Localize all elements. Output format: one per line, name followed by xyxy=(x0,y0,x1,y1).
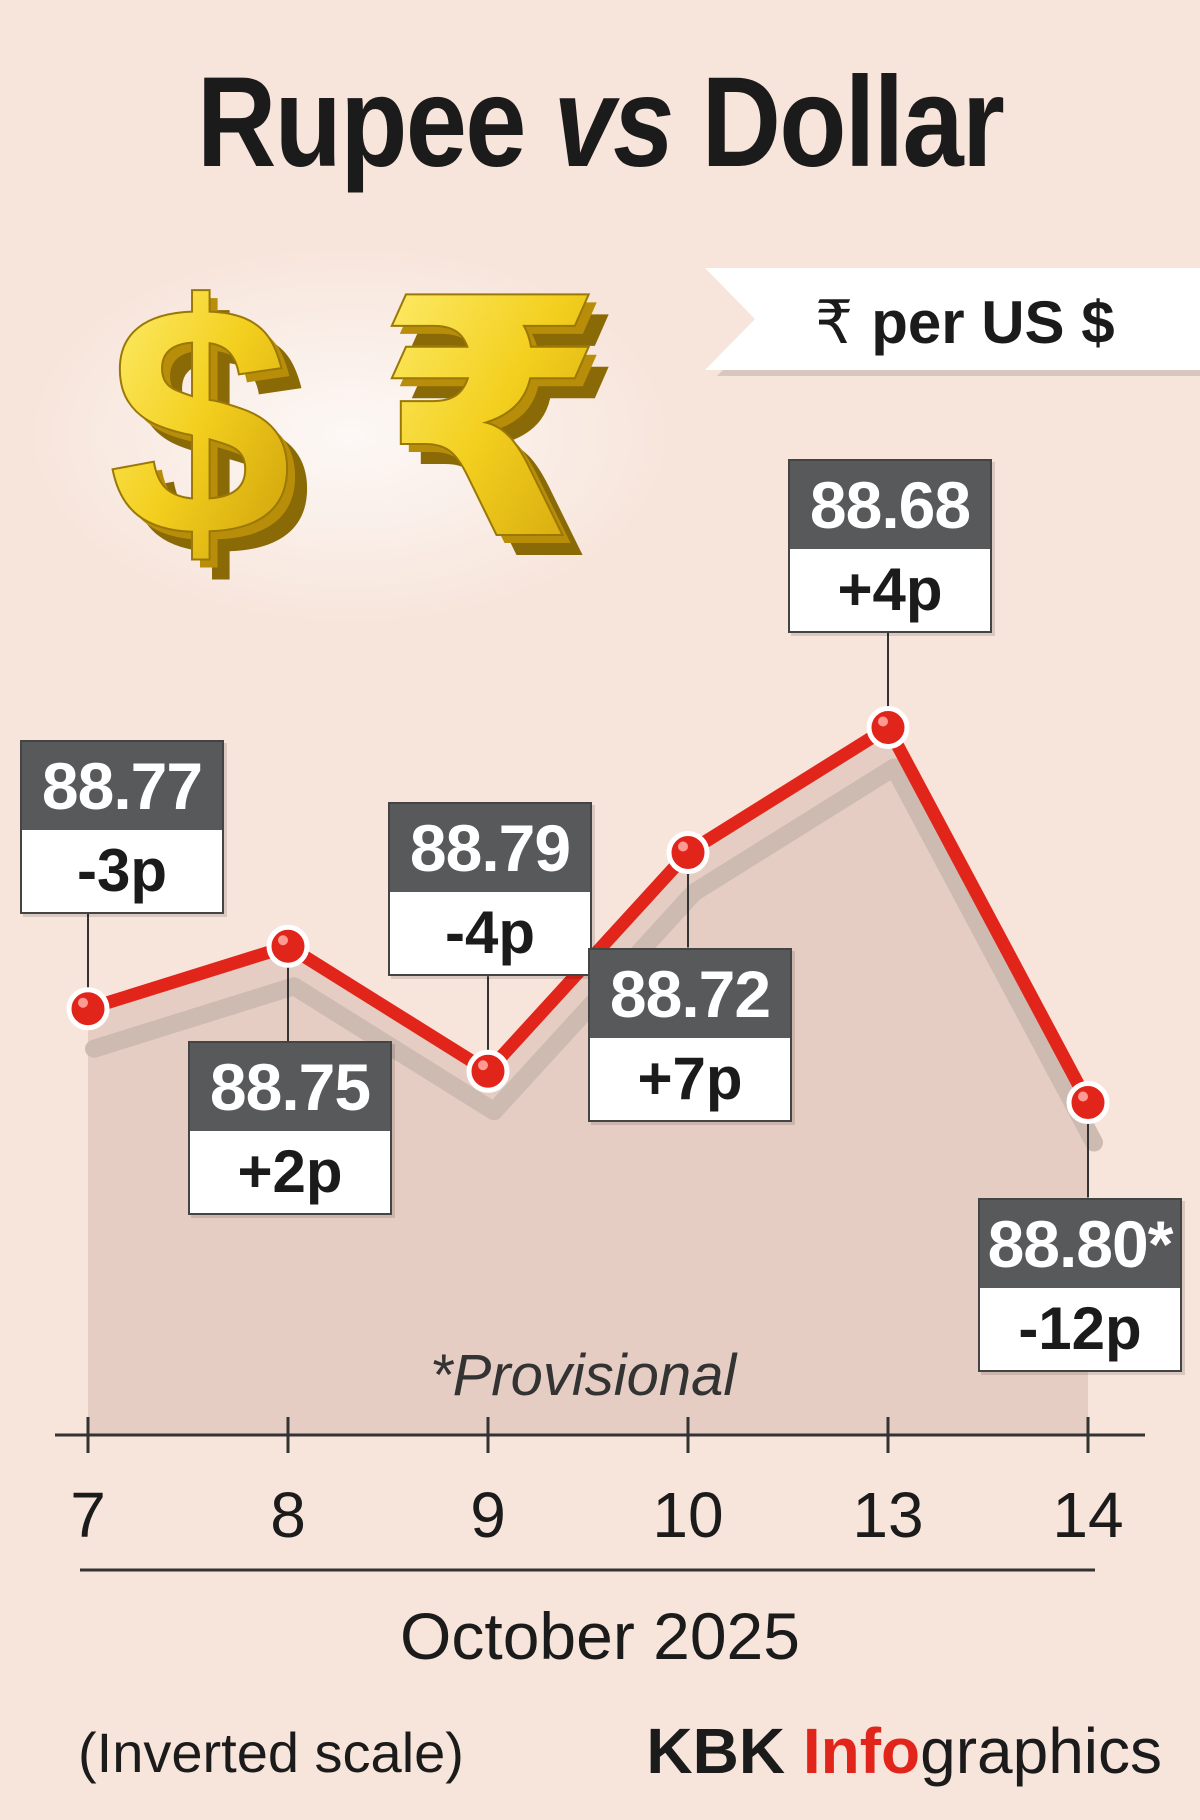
value-label-rate: 88.75 xyxy=(190,1043,390,1132)
value-label: 88.77 -3p xyxy=(20,739,224,914)
svg-text:₹: ₹ xyxy=(375,229,605,613)
currency-icons: $ $ $ ₹ ₹ ₹ xyxy=(10,225,710,635)
x-tick-label: 10 xyxy=(652,1479,724,1551)
svg-text:$: $ xyxy=(108,236,292,605)
data-point xyxy=(866,706,910,749)
rupee-sign-3d-icon: ₹ ₹ ₹ xyxy=(374,228,625,633)
unit-label: ₹ per US $ xyxy=(815,268,1195,378)
brand-part-kbk: KBK xyxy=(646,1715,786,1787)
value-label-rate: 88.68 xyxy=(790,460,990,549)
data-points xyxy=(66,706,1110,1124)
rupee-symbol: ₹ xyxy=(815,289,854,356)
value-label-change: -4p xyxy=(390,892,590,975)
unit-text: per US $ xyxy=(871,289,1115,356)
data-point-highlight xyxy=(1078,1091,1088,1102)
value-label: 88.80* -12p xyxy=(978,1197,1182,1372)
inverted-scale-note: (Inverted scale) xyxy=(78,1721,464,1784)
value-label-rate: 88.79 xyxy=(390,804,590,893)
x-tick-label: 8 xyxy=(270,1479,306,1551)
x-axis-label: October 2025 xyxy=(400,1599,800,1673)
provisional-note: *Provisional xyxy=(430,1343,737,1408)
dollar-sign-3d-icon: $ $ $ xyxy=(107,235,312,625)
x-tick-label: 7 xyxy=(70,1479,106,1551)
x-tick-label: 9 xyxy=(470,1479,506,1551)
title-vs: vs xyxy=(553,51,675,194)
value-label: 88.75 +2p xyxy=(188,1041,392,1216)
data-point xyxy=(466,1049,510,1093)
chart-title: Rupee vs Dollar xyxy=(84,48,1116,198)
svg-text:$: $ xyxy=(116,244,300,613)
svg-text:₹: ₹ xyxy=(383,237,613,621)
brand-credit: KBK Infographics xyxy=(646,1714,1162,1788)
data-point-highlight xyxy=(678,841,688,852)
brand-part-graphics: graphics xyxy=(920,1715,1162,1787)
x-tick-label: 13 xyxy=(852,1479,924,1551)
data-point-highlight xyxy=(78,997,88,1008)
value-label-rate: 88.80* xyxy=(980,1199,1180,1288)
svg-text:$: $ xyxy=(128,256,312,625)
title-dollar: Dollar xyxy=(701,51,1004,194)
value-label: 88.72 +7p xyxy=(588,947,792,1122)
data-point xyxy=(266,924,310,968)
data-point-highlight xyxy=(278,935,288,946)
value-label-change: +4p xyxy=(790,548,990,631)
x-ticks xyxy=(86,1417,1090,1453)
data-point xyxy=(1066,1081,1110,1124)
data-point xyxy=(666,831,710,874)
value-label-change: -12p xyxy=(980,1287,1180,1370)
value-label-rate: 88.77 xyxy=(22,741,222,830)
data-point-highlight xyxy=(878,716,888,727)
value-label-change: -3p xyxy=(22,829,222,912)
unit-banner: ₹ per US $ xyxy=(705,268,1200,378)
title-rupee: Rupee xyxy=(196,51,527,194)
value-label: 88.79 -4p xyxy=(388,802,592,977)
brand-part-info: Info xyxy=(802,1715,921,1787)
value-label-change: +7p xyxy=(590,1037,790,1120)
value-label-rate: 88.72 xyxy=(590,949,790,1038)
x-tick-label: 14 xyxy=(1052,1479,1124,1551)
data-point xyxy=(66,987,110,1031)
value-label: 88.68 +4p xyxy=(788,458,992,633)
data-point-highlight xyxy=(478,1060,488,1071)
value-label-change: +2p xyxy=(190,1131,390,1214)
svg-text:₹: ₹ xyxy=(395,249,625,625)
